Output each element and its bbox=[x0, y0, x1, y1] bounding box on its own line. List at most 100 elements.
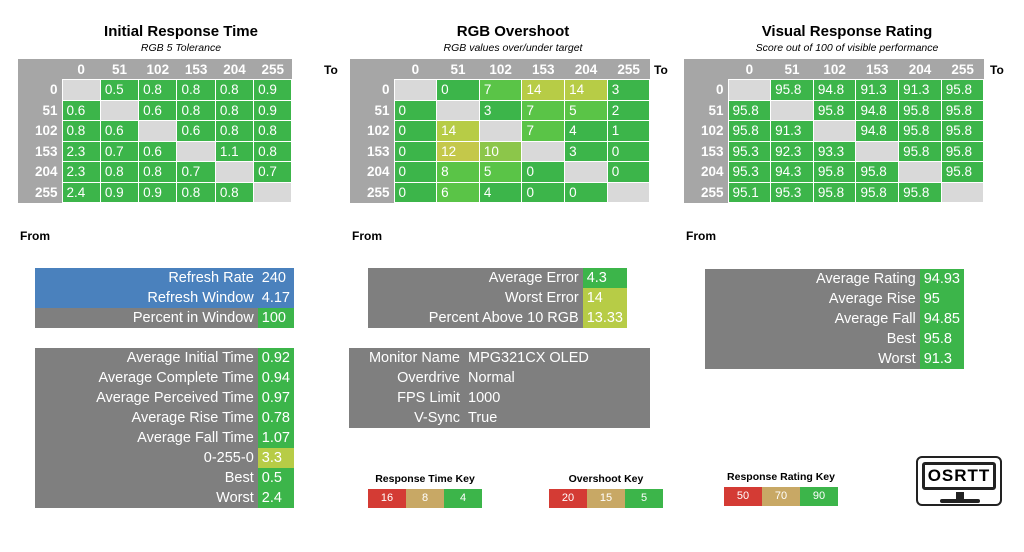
heatmap-cell: 95.8 bbox=[940, 140, 985, 162]
heatmap-table: 0 51 102 153 204 255 0 0.5 0.8 0.8 0.8 0.9 51 0.6 0.6 0… bbox=[18, 59, 293, 203]
heatmap-cell: 0.8 bbox=[253, 140, 293, 162]
heatmap-cell: 8 bbox=[436, 161, 480, 183]
from-label: From bbox=[686, 229, 716, 243]
row-header: 0 bbox=[18, 79, 62, 100]
key-swatches: 50 70 90 bbox=[724, 487, 838, 506]
panel-title: Visual Response Rating bbox=[761, 23, 933, 40]
panel-subtitle: Score out of 100 of visible performance bbox=[755, 42, 939, 54]
column-header: 0 bbox=[728, 59, 771, 80]
key-swatch: 4 bbox=[444, 489, 482, 508]
stat-label: 0-255-0 bbox=[35, 448, 258, 468]
heatmap-cell: 91.3 bbox=[898, 79, 942, 101]
row-header: 255 bbox=[18, 182, 62, 203]
overshoot-key: Overshoot Key 20 15 5 bbox=[549, 473, 663, 508]
refresh-stats: Refresh Rate 240 Refresh Window 4.17 Percent… bbox=[35, 268, 294, 328]
diagonal-cell bbox=[606, 181, 651, 203]
heatmap-cell: 0 bbox=[436, 79, 480, 101]
stat-row: Refresh Rate 240 bbox=[35, 268, 294, 288]
stat-value: 1.07 bbox=[257, 428, 294, 448]
stat-row: Average Rise 95 bbox=[705, 289, 964, 309]
stat-row: Average Initial Time 0.92 bbox=[35, 348, 294, 368]
heatmap-cell: 94.8 bbox=[855, 99, 900, 121]
stat-row: Percent in Window 100 bbox=[35, 308, 294, 328]
column-header: 51 bbox=[100, 59, 139, 80]
heatmap-cell: 95.8 bbox=[812, 161, 857, 183]
logo-text: OSRTT bbox=[922, 462, 996, 490]
heatmap-cell: 95.3 bbox=[770, 181, 814, 203]
column-header: 255 bbox=[253, 59, 292, 80]
heatmap-cell: 0 bbox=[393, 140, 438, 162]
heatmap-cell: 1.1 bbox=[214, 140, 255, 162]
heatmap-cell: 2.4 bbox=[61, 181, 101, 203]
to-label: To bbox=[654, 63, 668, 77]
key-swatch: 16 bbox=[368, 489, 406, 508]
row-header: 204 bbox=[684, 161, 728, 182]
corner-cell bbox=[684, 59, 728, 80]
heatmap-cell: 0.7 bbox=[99, 140, 140, 162]
row-header: 204 bbox=[18, 161, 62, 182]
heatmap-cell: 0.5 bbox=[99, 79, 140, 101]
table-row: 153 0 12 10 3 0 bbox=[350, 140, 651, 162]
to-label: To bbox=[990, 63, 1004, 77]
table-row: 51 0.6 0.6 0.8 0.8 0.9 bbox=[18, 99, 293, 121]
heatmap-cell: 5 bbox=[478, 161, 523, 183]
heatmap-cell: 91.3 bbox=[855, 79, 900, 101]
heatmap-cell: 14 bbox=[564, 79, 608, 101]
heatmap-cell: 0.8 bbox=[138, 161, 178, 183]
diagonal-cell bbox=[138, 120, 178, 142]
heatmap-cell: 1 bbox=[606, 120, 651, 142]
stat-label: FPS Limit bbox=[349, 388, 464, 408]
heatmap-cell: 2.3 bbox=[61, 161, 101, 183]
diagonal-cell bbox=[176, 140, 216, 162]
heatmap-cell: 95.8 bbox=[898, 181, 942, 203]
stat-label: Average Perceived Time bbox=[35, 388, 258, 408]
diagonal-cell bbox=[727, 79, 772, 101]
stat-row: Overdrive Normal bbox=[349, 368, 650, 388]
heatmap-cell: 0.9 bbox=[99, 181, 140, 203]
heatmap-cell: 4 bbox=[478, 181, 523, 203]
stat-label: Average Error bbox=[368, 268, 583, 288]
heatmap-cell: 0.6 bbox=[61, 99, 101, 121]
column-header: 0 bbox=[394, 59, 437, 80]
heatmap-cell: 95.8 bbox=[770, 79, 814, 101]
stat-value: 2.4 bbox=[257, 488, 294, 508]
stat-label: Refresh Window bbox=[35, 288, 258, 308]
logo-base bbox=[940, 499, 980, 503]
stat-label: V-Sync bbox=[349, 408, 464, 428]
heatmap-cell: 0.8 bbox=[176, 99, 216, 121]
key-swatch: 50 bbox=[724, 487, 762, 506]
stat-label: Overdrive bbox=[349, 368, 464, 388]
heatmap-cell: 0 bbox=[393, 120, 438, 142]
column-header: 153 bbox=[521, 59, 565, 80]
column-header: 0 bbox=[62, 59, 101, 80]
row-header: 0 bbox=[350, 79, 394, 100]
stat-value: 1000 bbox=[464, 388, 650, 408]
table-row: 0 0.5 0.8 0.8 0.8 0.9 bbox=[18, 79, 293, 101]
heatmap-cell: 95.8 bbox=[727, 120, 772, 142]
response-time-key: Response Time Key 16 8 4 bbox=[368, 473, 482, 508]
diagonal-cell bbox=[253, 181, 293, 203]
stat-row: Monitor Name MPG321CX OLED bbox=[349, 348, 650, 368]
row-header: 0 bbox=[684, 79, 728, 100]
corner-cell bbox=[18, 59, 62, 80]
heatmap-cell: 95.1 bbox=[727, 181, 772, 203]
key-swatch: 70 bbox=[762, 487, 800, 506]
panel-title: RGB Overshoot bbox=[456, 23, 570, 40]
column-header: 51 bbox=[770, 59, 814, 80]
heatmap-cell: 95.8 bbox=[940, 161, 985, 183]
heatmap-cell: 0.8 bbox=[176, 79, 216, 101]
heatmap-cell: 0.9 bbox=[253, 79, 293, 101]
stat-label: Average Rise bbox=[705, 289, 920, 309]
heatmap-cell: 0.9 bbox=[253, 99, 293, 121]
panel-subtitle: RGB 5 Tolerance bbox=[140, 42, 222, 54]
stat-row: Worst 91.3 bbox=[705, 349, 964, 369]
key-swatch: 5 bbox=[625, 489, 663, 508]
table-row: 204 95.3 94.3 95.8 95.8 95.8 bbox=[684, 161, 985, 183]
diagonal-cell bbox=[393, 79, 438, 101]
stat-value: 94.85 bbox=[919, 309, 964, 329]
stat-value: 0.78 bbox=[257, 408, 294, 428]
heatmap-cell: 95.8 bbox=[727, 99, 772, 121]
stat-label: Average Rating bbox=[705, 269, 920, 289]
column-header: 102 bbox=[813, 59, 856, 80]
key-title: Response Rating Key bbox=[727, 471, 835, 483]
